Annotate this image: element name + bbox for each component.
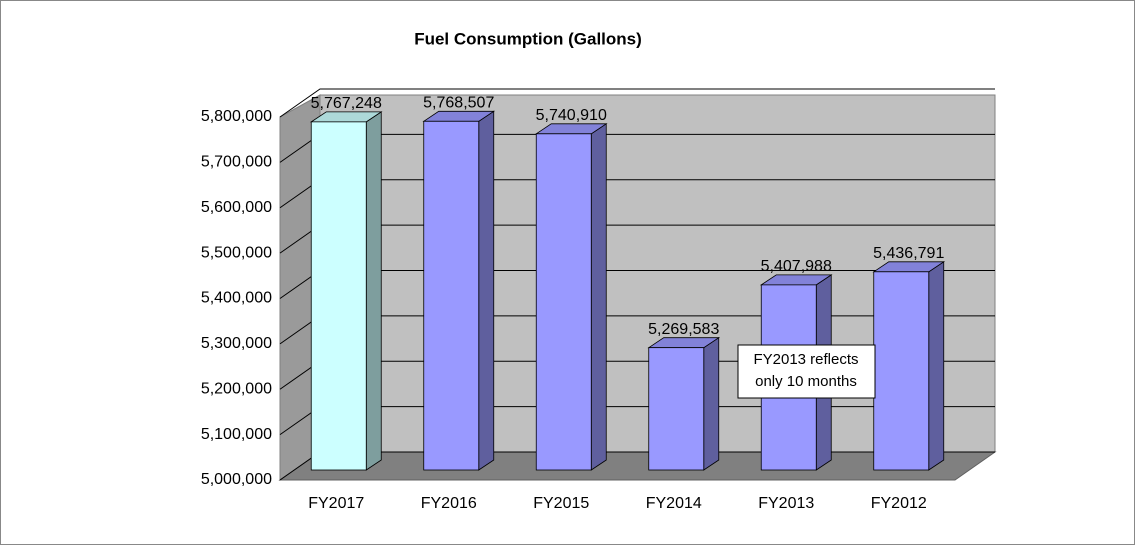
bar	[535, 133, 592, 471]
value-label: 5,407,988	[761, 258, 832, 275]
bar	[648, 347, 705, 471]
bar-side	[365, 111, 382, 471]
value-label: 5,767,248	[311, 95, 382, 112]
y-tick-label: 5,500,000	[201, 244, 272, 261]
chart-title: Fuel Consumption (Gallons)	[414, 29, 642, 48]
bar	[873, 271, 930, 471]
x-tick-label: FY2014	[646, 495, 702, 512]
bar-side	[590, 123, 607, 471]
x-tick-label: FY2013	[758, 495, 814, 512]
bar-side	[703, 336, 720, 471]
value-label: 5,269,583	[648, 321, 719, 338]
y-tick-label: 5,700,000	[201, 154, 272, 171]
x-tick-label: FY2012	[871, 495, 927, 512]
y-tick-label: 5,100,000	[201, 426, 272, 443]
x-tick-label: FY2015	[533, 495, 589, 512]
y-tick-label: 5,800,000	[201, 108, 272, 125]
bar-side	[478, 110, 495, 471]
bar	[310, 121, 367, 471]
y-tick-label: 5,400,000	[201, 290, 272, 307]
y-tick-label: 5,300,000	[201, 335, 272, 352]
x-tick-label: FY2017	[308, 495, 364, 512]
value-label: 5,768,507	[423, 95, 494, 112]
bar	[423, 120, 480, 471]
value-label: 5,740,910	[536, 107, 607, 124]
value-label: 5,436,791	[873, 245, 944, 262]
y-tick-label: 5,200,000	[201, 380, 272, 397]
annotation-text: only 10 months	[755, 373, 857, 390]
annotation: FY2013 reflects only 10 months	[737, 344, 876, 399]
annotation-text: FY2013 reflects	[753, 351, 858, 368]
x-tick-label: FY2016	[421, 495, 477, 512]
y-tick-label: 5,600,000	[201, 199, 272, 216]
bar-side	[928, 261, 945, 471]
grid-line	[279, 88, 995, 118]
annotation-box	[737, 344, 876, 399]
y-tick-label: 5,000,000	[201, 471, 272, 488]
